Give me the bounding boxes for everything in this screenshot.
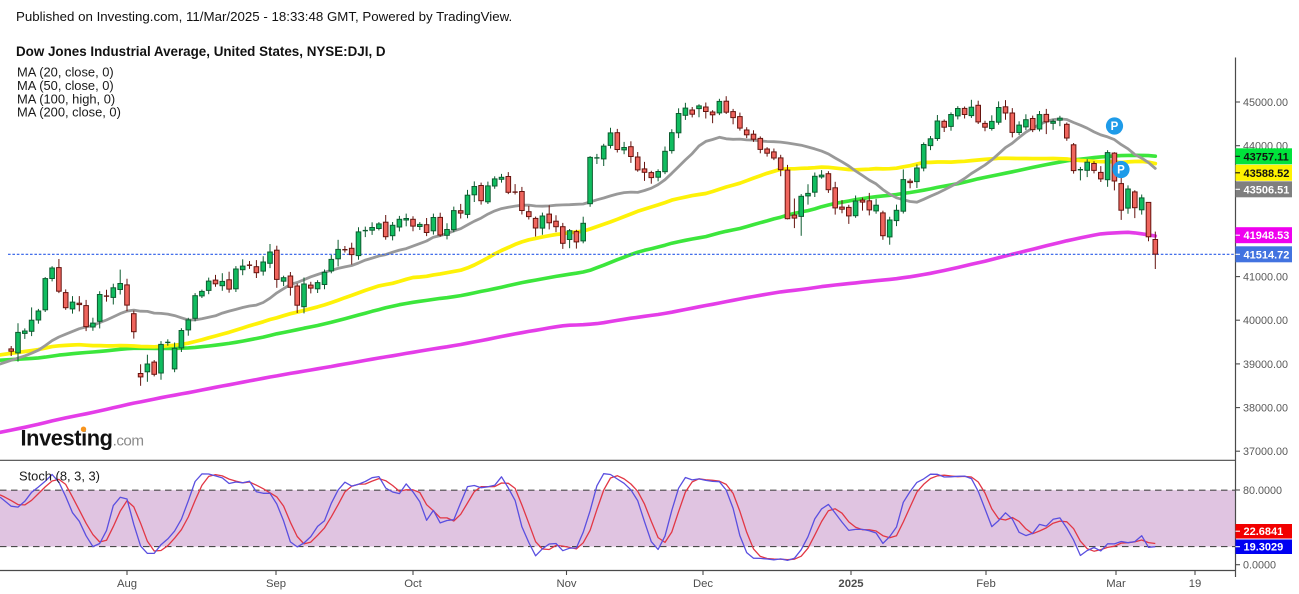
svg-text:41000.00: 41000.00	[1243, 272, 1288, 284]
svg-text:0.0000: 0.0000	[1243, 560, 1276, 572]
svg-text:22.6841: 22.6841	[1244, 526, 1284, 538]
svg-text:80.0000: 80.0000	[1243, 485, 1282, 497]
svg-text:Dec: Dec	[693, 578, 713, 590]
svg-text:MA (200, close, 0): MA (200, close, 0)	[17, 105, 121, 120]
svg-text:19: 19	[1189, 578, 1202, 590]
svg-text:Stoch (8, 3, 3): Stoch (8, 3, 3)	[19, 469, 100, 484]
svg-text:43757.11: 43757.11	[1244, 151, 1289, 163]
svg-text:39000.00: 39000.00	[1243, 359, 1288, 371]
svg-text:38000.00: 38000.00	[1243, 402, 1288, 414]
svg-text:40000.00: 40000.00	[1243, 315, 1288, 327]
svg-text:Dow Jones Industrial Average,: Dow Jones Industrial Average, United Sta…	[16, 44, 386, 59]
svg-text:37000.00: 37000.00	[1243, 446, 1288, 458]
svg-text:MA (100, high, 0): MA (100, high, 0)	[17, 91, 115, 106]
svg-text:2025: 2025	[838, 578, 863, 590]
svg-text:43506.51: 43506.51	[1244, 184, 1290, 196]
svg-text:Published on Investing.com, 11: Published on Investing.com, 11/Mar/2025 …	[16, 9, 512, 24]
svg-text:Feb: Feb	[976, 578, 995, 590]
svg-text:45000.00: 45000.00	[1243, 97, 1288, 109]
svg-text:Oct: Oct	[404, 578, 422, 590]
svg-text:43588.52: 43588.52	[1244, 168, 1290, 180]
svg-text:Nov: Nov	[556, 578, 576, 590]
svg-text:Sep: Sep	[266, 578, 286, 590]
svg-text:P: P	[1111, 121, 1119, 133]
svg-text:Mar: Mar	[1106, 578, 1126, 590]
svg-text:41514.72: 41514.72	[1244, 249, 1290, 261]
svg-text:P: P	[1117, 164, 1125, 176]
svg-text:41948.53: 41948.53	[1244, 230, 1290, 242]
svg-text:Aug: Aug	[117, 578, 137, 590]
svg-text:MA (20, close, 0): MA (20, close, 0)	[17, 65, 114, 80]
svg-text:MA (50, close, 0): MA (50, close, 0)	[17, 78, 114, 93]
svg-text:19.3029: 19.3029	[1244, 542, 1284, 554]
